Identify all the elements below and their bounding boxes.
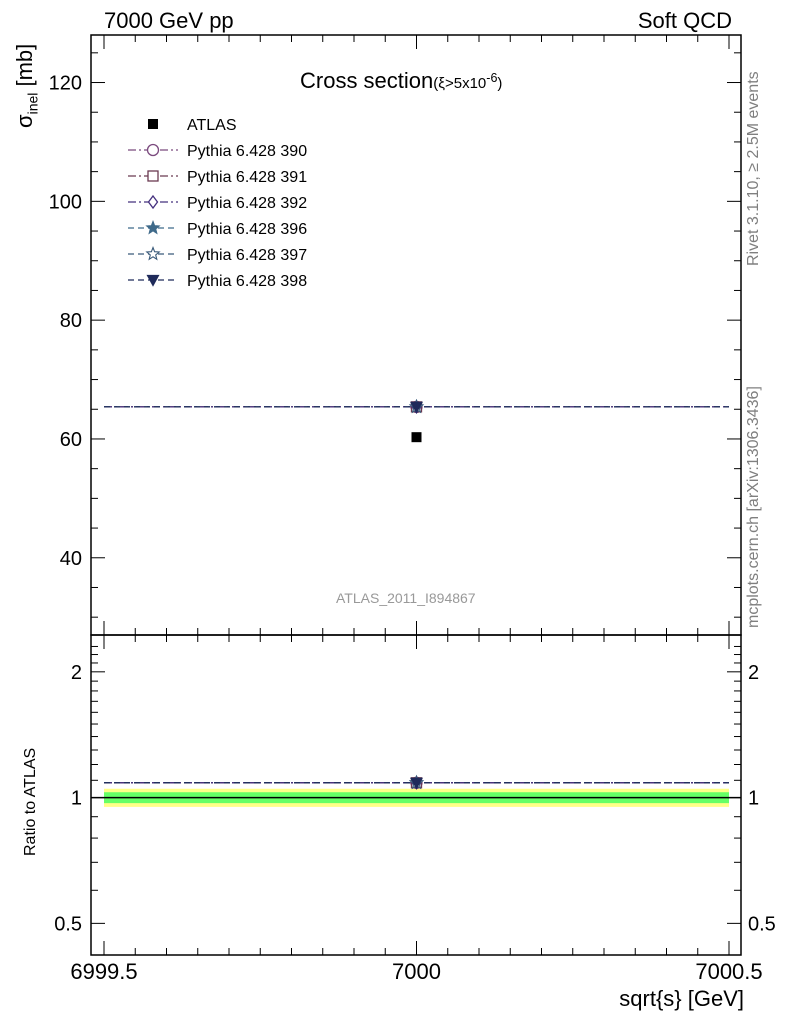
legend-marker-atlas	[148, 119, 158, 129]
atlas-data-point	[411, 432, 422, 443]
legend-label-2: Pythia 6.428 392	[187, 195, 307, 212]
x-axis-label: sqrt{s} [GeV]	[619, 986, 744, 1011]
legend-label-5: Pythia 6.428 398	[187, 273, 307, 290]
x-tick-label: 7000.5	[695, 959, 762, 984]
mcplots-reference-label: mcplots.cern.ch [arXiv:1306.3436]	[745, 386, 762, 628]
ratio-tick-label-left: 0.5	[54, 913, 82, 935]
y-tick-label: 120	[49, 73, 82, 95]
ratio-tick-label-right: 2	[748, 662, 759, 684]
ratio-tick-label-right: 1	[748, 788, 759, 810]
ratio-axis-label: Ratio to ATLAS	[22, 747, 39, 856]
y-axis-label: σinel [mb]	[12, 43, 41, 128]
chart-title: Cross section(ξ>5x10-6)	[300, 68, 502, 94]
process-label: Soft QCD	[637, 8, 732, 33]
legend-label-0: Pythia 6.428 390	[187, 143, 307, 160]
legend-marker-1	[147, 170, 159, 182]
chart-title-cut: (ξ>5x10-6)	[433, 71, 503, 92]
legend-label-1: Pythia 6.428 391	[187, 169, 307, 186]
y-tick-label: 100	[49, 191, 82, 213]
series-point-5	[409, 401, 424, 414]
legend-label-atlas: ATLAS	[187, 117, 237, 134]
ratio-tick-label-right: 0.5	[748, 913, 776, 935]
legend-marker-0	[146, 143, 160, 157]
ratio-series-point-5	[409, 777, 424, 790]
legend-label-3: Pythia 6.428 396	[187, 221, 307, 238]
chart-title-main: Cross section	[300, 68, 434, 93]
legend-label-4: Pythia 6.428 397	[187, 247, 307, 264]
y-tick-label: 40	[60, 548, 82, 570]
energy-label: 7000 GeV pp	[104, 8, 234, 33]
legend-marker-4	[145, 245, 161, 261]
x-tick-label: 7000	[392, 959, 441, 984]
legend-marker-3	[145, 219, 161, 235]
y-axis-label-subscript: inel	[24, 92, 41, 115]
ratio-tick-label-left: 2	[71, 662, 82, 684]
legend-marker-2	[147, 194, 159, 210]
chart-title-cut-exponent: -6	[486, 71, 498, 85]
y-tick-label: 80	[60, 310, 82, 332]
analysis-id-watermark: ATLAS_2011_I894867	[336, 590, 476, 606]
x-tick-label: 6999.5	[70, 959, 137, 984]
rivet-version-label: Rivet 3.1.10, ≥ 2.5M events	[745, 71, 762, 266]
y-tick-label: 60	[60, 429, 82, 451]
ratio-tick-label-left: 1	[71, 788, 82, 810]
legend-marker-5	[146, 274, 160, 287]
